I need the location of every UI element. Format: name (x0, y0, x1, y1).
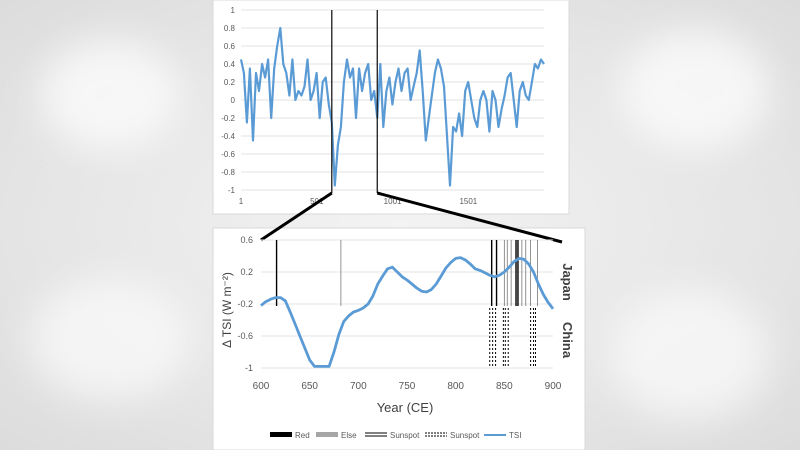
top-y-tick-label: -0.4 (221, 132, 235, 141)
top-y-tick-label: 0.8 (224, 24, 236, 33)
bottom-chart-x-ticks: 600 650 700 750 800 850 900 (253, 381, 562, 392)
top-x-tick-label: 1001 (384, 197, 402, 206)
legend-label: Else (341, 431, 357, 440)
bottom-x-tick-label: 700 (350, 381, 367, 392)
bottom-chart-legend: Red Else Sunspot Sunspot TSI (270, 431, 521, 440)
bottom-tsi-line (260, 256, 555, 368)
zoom-connector-left (260, 191, 333, 242)
top-y-tick-label: -0.8 (221, 168, 235, 177)
bottom-y-tick-label: 0.2 (240, 267, 253, 277)
bottom-y-tick-label: -1 (245, 363, 253, 373)
bottom-x-tick-label: 750 (399, 381, 416, 392)
side-label-china: China (560, 322, 575, 359)
legend-label: Sunspot (390, 431, 420, 440)
bottom-x-tick-label: 600 (253, 381, 270, 392)
top-y-tick-label: -1 (228, 186, 236, 195)
bottom-y-tick-label: -0.6 (237, 331, 253, 341)
bottom-x-tick-label: 800 (447, 381, 464, 392)
bottom-x-tick-label: 650 (301, 381, 318, 392)
legend-label: Sunspot (450, 431, 480, 440)
top-y-tick-label: 0.4 (224, 60, 236, 69)
top-y-tick-label: 0.2 (224, 78, 236, 87)
top-y-tick-label: 1 (231, 6, 236, 15)
bottom-y-tick-label: -0.2 (237, 299, 253, 309)
zoom-connector-right (376, 191, 563, 244)
bottom-chart-panel (212, 227, 586, 450)
top-tsi-line (239, 26, 545, 187)
bottom-y-axis-title: Δ TSI (W m⁻²) (220, 272, 234, 348)
legend-swatch (270, 432, 292, 437)
top-x-tick-label: 1501 (459, 197, 477, 206)
top-y-tick-label: -0.6 (221, 150, 235, 159)
top-y-tick-label: -0.2 (221, 114, 235, 123)
side-label-japan: Japan (560, 263, 575, 301)
top-x-tick-label: 1 (239, 197, 244, 206)
bottom-x-axis-title: Year (CE) (377, 400, 434, 415)
top-y-tick-label: 0 (231, 96, 236, 105)
bottom-chart-y-ticks: 0.6 0.2 -0.2 -0.6 -1 (237, 235, 253, 373)
bottom-y-tick-label: 0.6 (240, 235, 253, 245)
legend-swatch (316, 432, 338, 437)
top-chart-y-ticks: 1 0.8 0.6 0.4 0.2 0 -0.2 -0.4 -0.6 -0.8 -1 (221, 6, 235, 195)
top-y-tick-label: 0.6 (224, 42, 236, 51)
legend-label: TSI (509, 431, 521, 440)
bottom-x-tick-label: 900 (545, 381, 562, 392)
legend-label: Red (295, 431, 310, 440)
bottom-x-tick-label: 850 (496, 381, 513, 392)
top-chart-panel (212, 0, 570, 215)
event-markers (275, 240, 538, 368)
